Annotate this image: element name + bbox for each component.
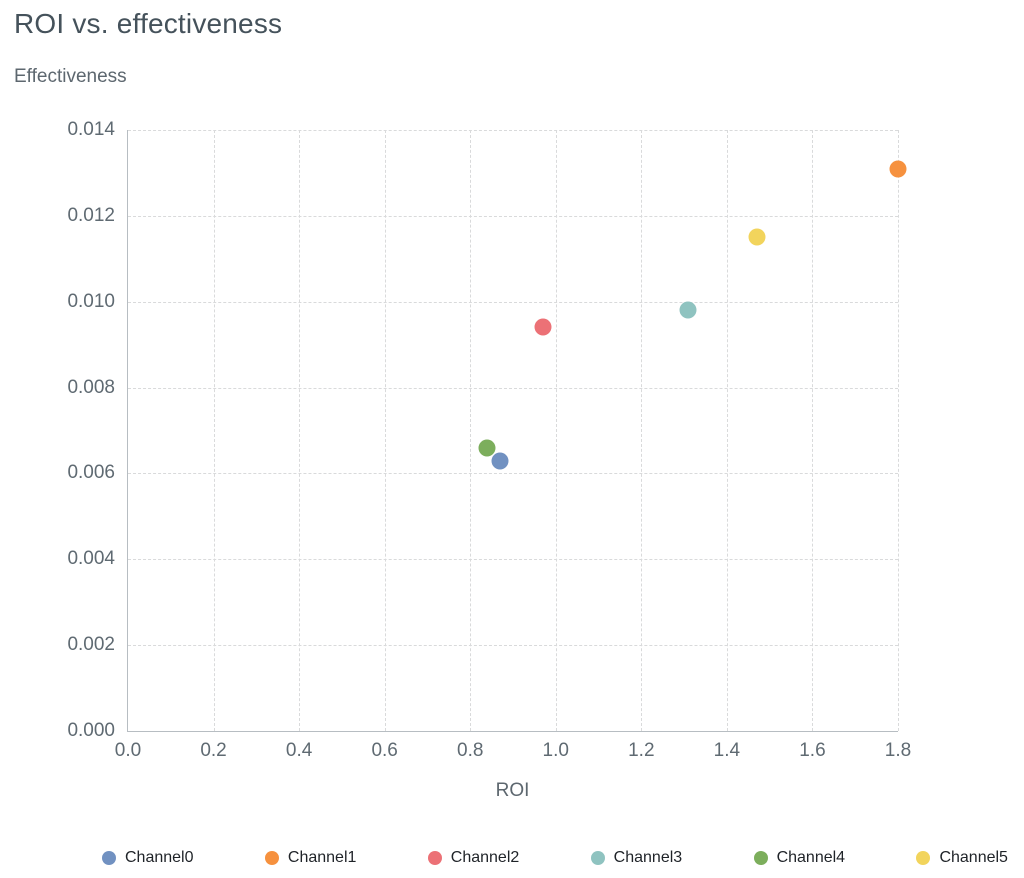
x-tick-label: 0.4 <box>285 740 313 761</box>
legend: Channel0 Channel1 Channel2 Channel3 Channel4… <box>102 844 1008 872</box>
gridline-vertical <box>299 130 301 731</box>
scatter-point-channel0[interactable] <box>491 452 509 470</box>
legend-item-channel5[interactable]: Channel5 <box>916 849 1008 867</box>
x-tick-label: 0.8 <box>457 740 484 761</box>
legend-marker-icon <box>102 851 116 865</box>
gridline-horizontal <box>128 473 898 475</box>
y-tick-label: 0.010 <box>67 290 115 312</box>
y-tick-label: 0.000 <box>67 720 115 741</box>
x-axis-title: ROI <box>495 780 530 801</box>
legend-item-channel2[interactable]: Channel2 <box>427 849 520 867</box>
gridline-horizontal <box>128 387 898 389</box>
gridline-vertical <box>726 130 728 731</box>
scatter-point-channel1[interactable] <box>889 160 907 178</box>
gridline-horizontal <box>128 645 898 647</box>
legend-marker-icon <box>916 851 931 865</box>
x-tick-label: 0.0 <box>114 740 142 761</box>
legend-marker-icon <box>590 851 605 865</box>
y-tick-label: 0.014 <box>67 119 115 140</box>
legend-item-channel4[interactable]: Channel4 <box>753 849 846 867</box>
gridline-vertical <box>470 130 472 731</box>
legend-marker-icon <box>427 851 442 865</box>
y-tick-label: 0.002 <box>67 634 115 656</box>
gridline-horizontal <box>128 130 898 131</box>
legend-label: Channel5 <box>939 849 1008 866</box>
gridline-vertical <box>641 130 643 731</box>
x-tick-label: 1.0 <box>542 740 569 761</box>
legend-label: Channel2 <box>450 849 520 866</box>
x-tick-label: 0.6 <box>371 740 398 761</box>
legend-label: Channel0 <box>125 849 194 866</box>
gridline-horizontal <box>128 215 898 217</box>
legend-label: Channel3 <box>613 849 683 866</box>
chart-title: ROI vs. effectiveness <box>14 8 283 39</box>
legend-marker-icon <box>753 851 768 865</box>
gridline-vertical <box>812 130 814 731</box>
gridline-horizontal <box>128 559 898 561</box>
scatter-point-channel2[interactable] <box>534 318 552 336</box>
x-tick-label: 1.4 <box>713 740 741 761</box>
gridline-vertical <box>898 130 899 731</box>
scatter-point-channel5[interactable] <box>748 228 766 246</box>
y-tick-label: 0.008 <box>67 376 115 398</box>
y-axis-title: Effectiveness <box>14 66 127 87</box>
legend-item-channel3[interactable]: Channel3 <box>590 849 683 867</box>
gridline-vertical <box>384 130 386 731</box>
gridline-vertical <box>555 130 557 731</box>
x-tick-label: 1.6 <box>799 740 826 761</box>
x-tick-label: 0.2 <box>200 740 227 761</box>
x-tick-label: 1.8 <box>884 740 912 761</box>
scatter-point-channel3[interactable] <box>679 301 697 319</box>
plot-area: 0.0 0.2 0.4 0.6 0.8 1.0 1.2 1.4 1.6 1.8 0.000 0.002… <box>67 119 911 761</box>
legend-label: Channel1 <box>287 849 357 866</box>
legend-item-channel0[interactable]: Channel0 <box>102 849 194 867</box>
x-tick-label: 1.2 <box>628 740 655 761</box>
scatter-point-channel4[interactable] <box>478 439 496 457</box>
y-tick-label: 0.004 <box>67 548 115 570</box>
y-tick-label: 0.012 <box>67 204 115 226</box>
y-tick-label: 0.006 <box>67 462 115 484</box>
gridline-horizontal <box>128 301 898 303</box>
gridline-vertical <box>213 130 215 731</box>
legend-item-channel1[interactable]: Channel1 <box>264 849 357 867</box>
legend-label: Channel4 <box>776 849 846 866</box>
legend-marker-icon <box>264 851 279 865</box>
